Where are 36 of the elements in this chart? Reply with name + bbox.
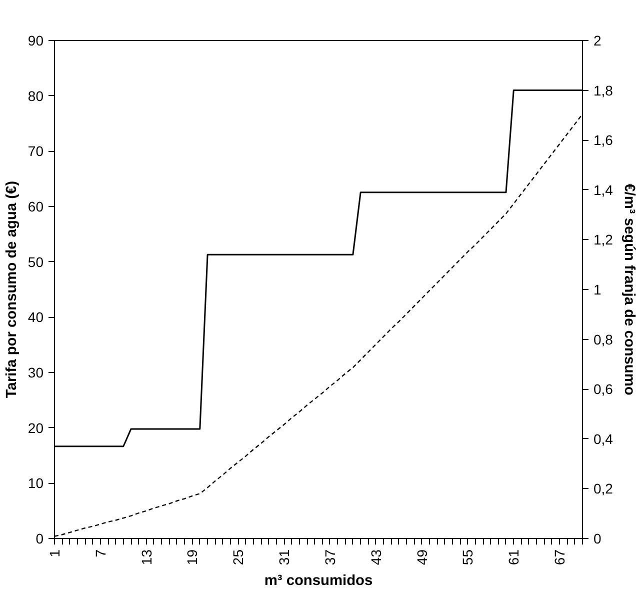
y2-tick-label: 0,4 (594, 430, 614, 447)
y2-tick-label: 0,6 (594, 381, 614, 398)
x-tick-label: 55 (460, 549, 476, 566)
y-tick-label: 30 (28, 364, 44, 380)
y-tick-label: 60 (28, 198, 44, 214)
x-tick-label: 1 (46, 549, 62, 558)
x-axis-title: m³ consumidos (264, 573, 373, 590)
y2-tick-label: 0,2 (594, 480, 614, 497)
x-tick-label: 61 (506, 549, 522, 566)
y2-tick-label: 0,8 (594, 331, 614, 348)
x-tick-label: 67 (552, 549, 568, 566)
x-tick-label: 7 (92, 549, 108, 558)
x-tick-label: 43 (368, 549, 384, 566)
x-tick-label: 19 (184, 549, 200, 566)
y2-tick-label: 1,6 (594, 132, 614, 148)
y-tick-label: 80 (28, 88, 44, 104)
y-tick-label: 40 (28, 309, 44, 326)
y2-tick-label: 1,2 (594, 232, 614, 248)
y2-tick-label: 0 (594, 530, 602, 546)
y2-tick-label: 1,4 (594, 182, 614, 198)
y-tick-label: 90 (28, 32, 44, 48)
x-tick-label: 25 (230, 549, 246, 566)
y-tick-label: 0 (36, 530, 44, 546)
x-tick-label: 37 (322, 549, 338, 566)
y-axis-title: Tarifa por consumo de agua (€) (4, 180, 20, 398)
y-tick-label: 10 (28, 475, 44, 492)
x-tick-label: 31 (276, 549, 292, 566)
x-tick-label: 13 (138, 549, 154, 566)
y2-tick-label: 1 (594, 282, 602, 298)
x-tick-label: 49 (414, 549, 430, 566)
y2-tick-label: 1,8 (594, 82, 614, 98)
y-tick-label: 70 (28, 143, 44, 160)
y-tick-label: 20 (28, 420, 44, 436)
y-tick-label: 50 (28, 254, 44, 270)
y2-axis-title: €/m³ según franja de consumo (620, 184, 637, 396)
y2-tick-label: 2 (594, 32, 602, 48)
